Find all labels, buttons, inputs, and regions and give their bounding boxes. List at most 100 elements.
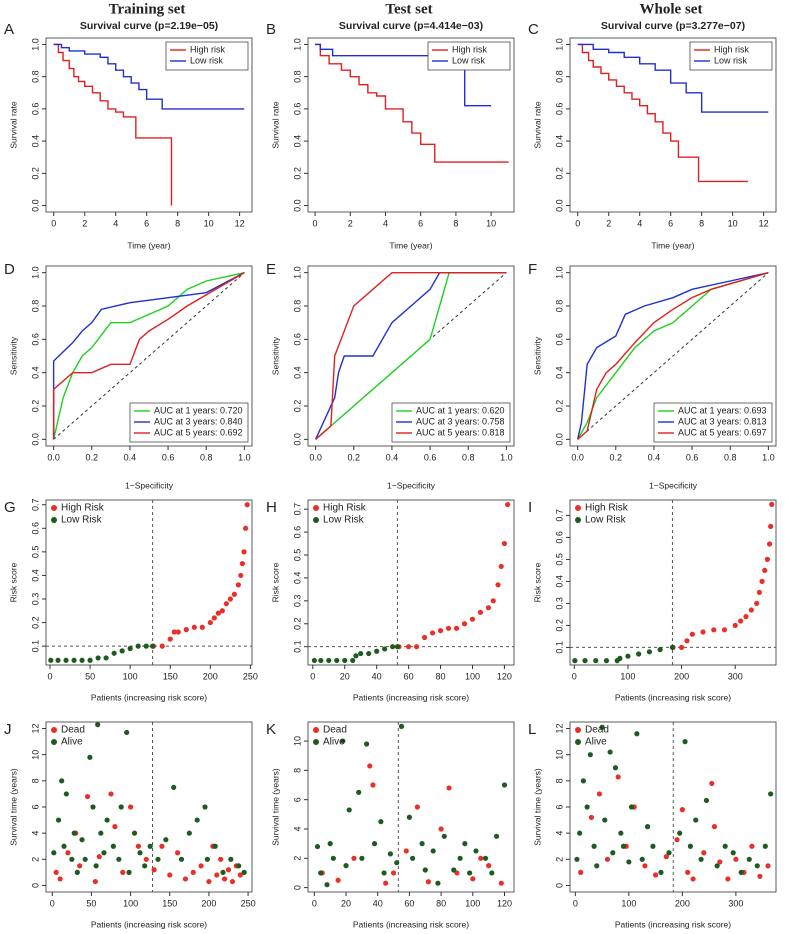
x-tick-label: 10	[204, 218, 214, 228]
x-tick-label: 4	[113, 218, 118, 228]
point	[666, 850, 672, 856]
point	[615, 774, 621, 780]
point	[470, 876, 476, 882]
y-tick-label: 0.5	[554, 553, 564, 566]
panel-label: I	[528, 499, 532, 516]
y-tick-label: 4	[554, 831, 564, 836]
point	[98, 830, 104, 836]
point	[202, 804, 208, 810]
y-tick-label: 1.0	[292, 266, 302, 279]
x-tick-label: 6	[418, 218, 423, 228]
point	[238, 572, 244, 579]
point	[733, 856, 739, 862]
series-line	[315, 43, 492, 107]
point	[237, 872, 243, 878]
point	[445, 625, 452, 631]
x-axis-label: Time (year)	[651, 240, 694, 250]
y-tick-label: 0.0	[292, 433, 302, 446]
point	[74, 869, 80, 875]
point	[178, 856, 185, 862]
legend-box	[427, 41, 511, 71]
point	[225, 867, 232, 873]
point	[171, 784, 177, 790]
point	[131, 830, 138, 836]
series-line	[577, 271, 769, 440]
point	[469, 616, 476, 622]
panel-label: L	[528, 721, 536, 738]
y-tick-label: 0.6	[292, 103, 302, 116]
point	[218, 856, 224, 862]
y-tick-label: 6	[554, 804, 564, 809]
point	[749, 843, 755, 849]
y-tick-label: 0.7	[554, 509, 564, 522]
point	[110, 843, 116, 849]
point	[574, 856, 580, 862]
point	[126, 869, 132, 875]
point	[769, 501, 775, 507]
point	[116, 856, 122, 862]
y-tick-label: 1.0	[292, 38, 302, 51]
point	[698, 856, 704, 862]
point	[693, 817, 699, 823]
point	[390, 644, 396, 650]
point	[383, 880, 389, 886]
point	[486, 863, 492, 869]
point	[223, 601, 229, 607]
point	[495, 582, 501, 588]
series-line	[52, 272, 245, 440]
y-tick-label: 4	[30, 831, 40, 836]
point	[326, 657, 332, 664]
legend-swatch	[51, 739, 57, 745]
point	[617, 655, 623, 662]
reference-diagonal	[53, 272, 245, 440]
point	[438, 826, 444, 832]
point	[578, 869, 584, 875]
point	[137, 850, 143, 856]
x-tick-label: 1.0	[500, 452, 513, 462]
plot-frame	[45, 499, 253, 666]
point	[732, 622, 738, 629]
point	[462, 841, 468, 847]
x-tick-label: 8	[175, 218, 180, 228]
point	[768, 523, 774, 530]
legend-label: Low risk	[190, 55, 224, 65]
point	[762, 567, 768, 574]
point	[127, 645, 133, 652]
point	[314, 843, 321, 850]
point	[639, 856, 645, 862]
point	[677, 830, 683, 836]
y-tick-label: 4	[292, 826, 302, 831]
y-tick-label: 10	[30, 750, 40, 760]
point	[757, 873, 763, 879]
point	[374, 648, 380, 654]
x-tick-label: 0	[47, 671, 52, 681]
point	[215, 610, 221, 616]
point	[112, 824, 118, 830]
legend-label: AUC at 1 years: 0.720	[154, 405, 243, 415]
point	[636, 651, 642, 657]
point	[425, 879, 432, 885]
x-tick-label: 0.8	[200, 452, 213, 462]
point	[53, 869, 59, 875]
point	[618, 830, 624, 836]
point	[572, 658, 578, 664]
x-tick-label: 200	[203, 671, 218, 681]
point	[194, 817, 200, 823]
point	[198, 863, 204, 869]
x-axis-label: Patients (increasing risk score)	[353, 692, 469, 702]
point	[135, 643, 141, 649]
y-tick-label: 8	[554, 778, 564, 783]
point	[174, 850, 181, 856]
x-tick-label: 0	[573, 898, 578, 908]
point	[163, 837, 169, 843]
panel-label: B	[266, 21, 276, 38]
point	[663, 854, 669, 860]
point	[65, 850, 71, 856]
point	[151, 867, 157, 873]
point	[409, 855, 416, 861]
y-tick-label: 0	[292, 885, 302, 890]
point	[334, 657, 340, 664]
legend-label: AUC at 5 years: 0.818	[416, 427, 505, 437]
point	[120, 869, 126, 875]
x-tick-label: 150	[162, 898, 177, 908]
